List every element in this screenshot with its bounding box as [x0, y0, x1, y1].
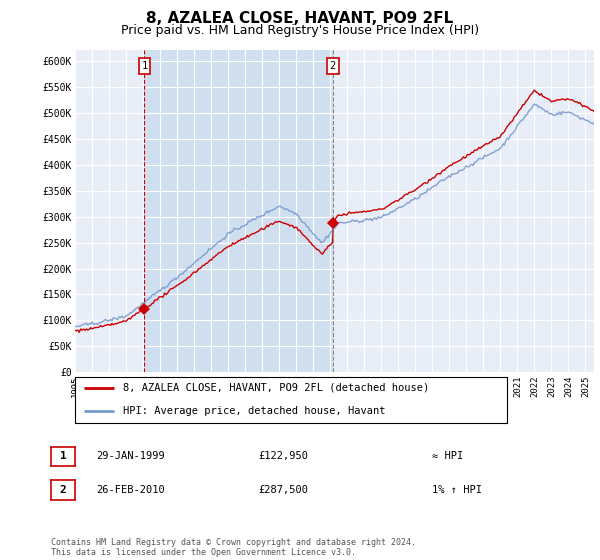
Text: £122,950: £122,950: [258, 451, 308, 461]
Text: 1: 1: [59, 451, 67, 461]
Text: 8, AZALEA CLOSE, HAVANT, PO9 2FL: 8, AZALEA CLOSE, HAVANT, PO9 2FL: [146, 11, 454, 26]
Text: 1: 1: [142, 61, 148, 71]
Text: £287,500: £287,500: [258, 485, 308, 495]
Text: Contains HM Land Registry data © Crown copyright and database right 2024.
This d: Contains HM Land Registry data © Crown c…: [51, 538, 416, 557]
Text: ≈ HPI: ≈ HPI: [432, 451, 463, 461]
Text: 8, AZALEA CLOSE, HAVANT, PO9 2FL (detached house): 8, AZALEA CLOSE, HAVANT, PO9 2FL (detach…: [122, 383, 429, 393]
Text: 2: 2: [59, 485, 67, 495]
Text: 2: 2: [329, 61, 336, 71]
Bar: [145, 50, 333, 372]
Text: HPI: Average price, detached house, Havant: HPI: Average price, detached house, Hava…: [122, 406, 385, 416]
Text: Price paid vs. HM Land Registry's House Price Index (HPI): Price paid vs. HM Land Registry's House …: [121, 24, 479, 36]
Text: 26-FEB-2010: 26-FEB-2010: [96, 485, 165, 495]
Text: 29-JAN-1999: 29-JAN-1999: [96, 451, 165, 461]
Text: 1% ↑ HPI: 1% ↑ HPI: [432, 485, 482, 495]
